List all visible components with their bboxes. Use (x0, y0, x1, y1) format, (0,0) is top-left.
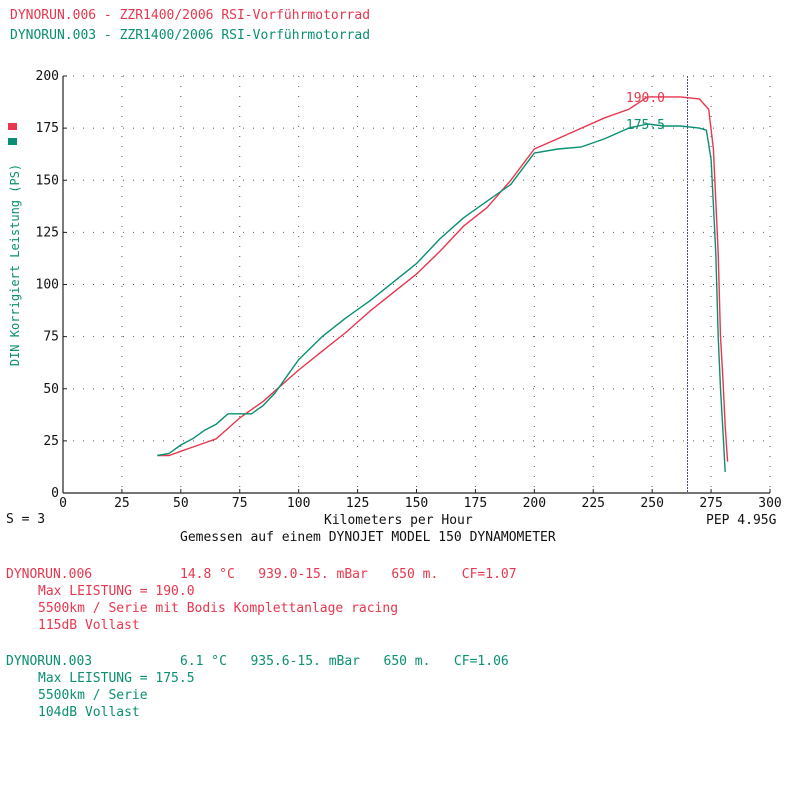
y-tick-label: 75 (43, 330, 59, 345)
chart-grid (63, 75, 771, 493)
pep-label: PEP 4.95G (706, 513, 777, 528)
detail-run2-max: Max LEISTUNG = 175.5 (38, 671, 195, 686)
series-group: 190.0 175.5 (157, 91, 729, 473)
detail-run2-sound: 104dB Vollast (38, 705, 140, 720)
detail-run1-id: DYNORUN.006 (6, 567, 93, 582)
y-axis-label: DIN Korrigiert Leistung (PS) (8, 164, 22, 366)
x-tick-label: 275 (699, 496, 722, 511)
series-line-run2 (157, 123, 726, 473)
x-tick-label: 125 (346, 496, 369, 511)
x-tick-label: 75 (232, 496, 248, 511)
detail-run2-desc: 5500km / Serie (38, 688, 148, 703)
detail-run1-conditions: 14.8 °C 939.0-15. mBar 650 m. CF=1.07 (180, 567, 517, 582)
x-tick-label: 175 (464, 496, 487, 511)
x-tick-label: 225 (582, 496, 605, 511)
x-tick-label: 300 (758, 496, 781, 511)
legend-marker-run1 (8, 123, 17, 130)
detail-run1-max: Max LEISTUNG = 190.0 (38, 584, 195, 599)
run1-header: DYNORUN.006 - ZZR1400/2006 RSI-Vorführmo… (10, 8, 371, 23)
detail-run1-desc: 5500km / Serie mit Bodis Komplettanlage … (38, 601, 399, 616)
series-line-run1 (157, 96, 729, 462)
y-tick-label: 175 (36, 121, 59, 136)
chart-axes (62, 75, 771, 494)
chart-subtitle: Gemessen auf einem DYNOJET MODEL 150 DYN… (180, 530, 556, 545)
y-tick-label: 150 (36, 173, 59, 188)
x-tick-label: 0 (59, 496, 67, 511)
peak-label-run2: 175.5 (626, 118, 665, 133)
detail-run2-conditions: 6.1 °C 935.6-15. mBar 650 m. CF=1.06 (180, 654, 509, 669)
detail-run2-id: DYNORUN.003 (6, 654, 93, 669)
y-tick-label: 0 (51, 486, 59, 501)
run2-header: DYNORUN.003 - ZZR1400/2006 RSI-Vorführmo… (10, 28, 371, 43)
tick-labels: 0 25 50 75 100 125 150 175 200 225 250 275 300 0 25 50 7… (36, 69, 782, 511)
legend-marker-run2 (8, 138, 17, 145)
smoothing-label: S = 3 (6, 512, 46, 527)
y-tick-label: 125 (36, 225, 59, 240)
y-tick-label: 25 (43, 434, 59, 449)
x-tick-label: 200 (523, 496, 546, 511)
y-tick-label: 100 (36, 278, 59, 293)
y-tick-label: 200 (36, 69, 59, 84)
peak-label-run1: 190.0 (626, 91, 665, 106)
x-tick-label: 250 (640, 496, 663, 511)
x-tick-label: 50 (173, 496, 189, 511)
x-tick-label: 25 (114, 496, 130, 511)
y-tick-label: 50 (43, 382, 59, 397)
detail-run1-sound: 115dB Vollast (38, 618, 140, 633)
x-axis-label: Kilometers per Hour (324, 513, 473, 528)
x-tick-label: 100 (287, 496, 310, 511)
x-tick-label: 150 (405, 496, 428, 511)
